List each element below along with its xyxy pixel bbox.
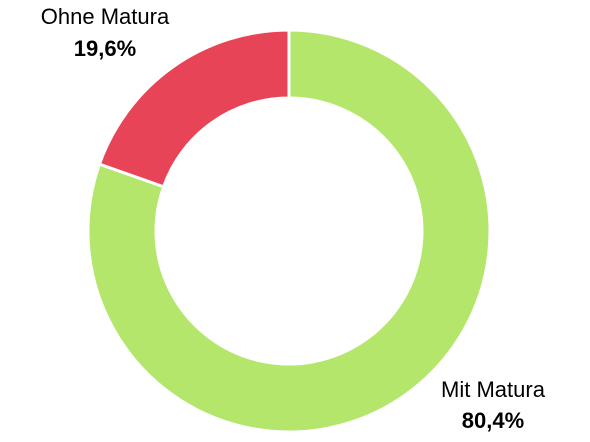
donut-slice [86,28,492,434]
slice-label: Ohne Matura [41,4,170,29]
slice-value-label: 19,6% [74,36,136,61]
slice-value-label: 80,4% [462,408,524,433]
donut-slice [97,28,291,189]
slice-label: Mit Matura [441,377,546,402]
